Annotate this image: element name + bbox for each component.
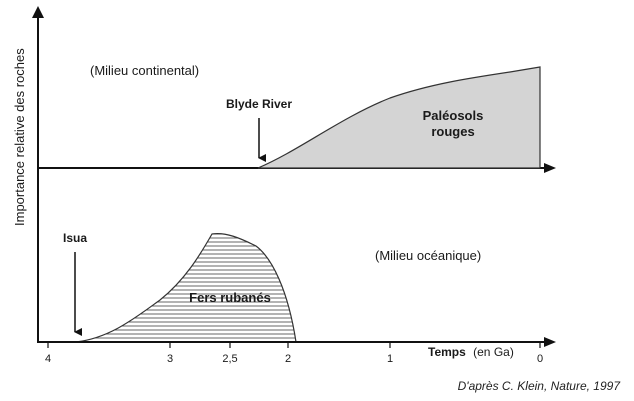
time-axis-label-main: Temps xyxy=(428,345,466,359)
paleosols-label-line1: Paléosols xyxy=(423,108,484,123)
tick-label-2-5: 2,5 xyxy=(222,353,237,365)
time-axis-label-unit: (en Ga) xyxy=(473,345,514,359)
banded-iron-label: Fers rubanés xyxy=(189,290,271,305)
source-citation: D'après C. Klein, Nature, 1997 xyxy=(457,379,620,393)
tick-label-4: 4 xyxy=(45,353,51,365)
paleosols-label-line2: rouges xyxy=(431,124,474,139)
tick-label-1: 1 xyxy=(387,353,393,365)
continental-environment-label: (Milieu continental) xyxy=(90,63,199,78)
tick-label-2: 2 xyxy=(285,353,291,365)
tick-label-0: 0 xyxy=(537,353,543,365)
blyde-river-label: Blyde River xyxy=(226,97,292,111)
continental-baseline-arrow-icon xyxy=(544,163,556,173)
tick-label-3: 3 xyxy=(167,353,173,365)
time-axis-arrow-icon xyxy=(544,337,556,347)
paleosols-area xyxy=(257,66,541,169)
isua-label: Isua xyxy=(63,231,87,245)
banded-iron-area xyxy=(75,233,297,343)
oceanic-environment-label: (Milieu océanique) xyxy=(375,248,481,263)
y-axis-arrow-icon xyxy=(32,6,44,18)
y-axis xyxy=(32,6,44,343)
y-axis-label: Importance relative des roches xyxy=(12,48,27,226)
time-axis xyxy=(38,337,556,348)
time-axis-label: Temps (en Ga) xyxy=(428,345,514,359)
